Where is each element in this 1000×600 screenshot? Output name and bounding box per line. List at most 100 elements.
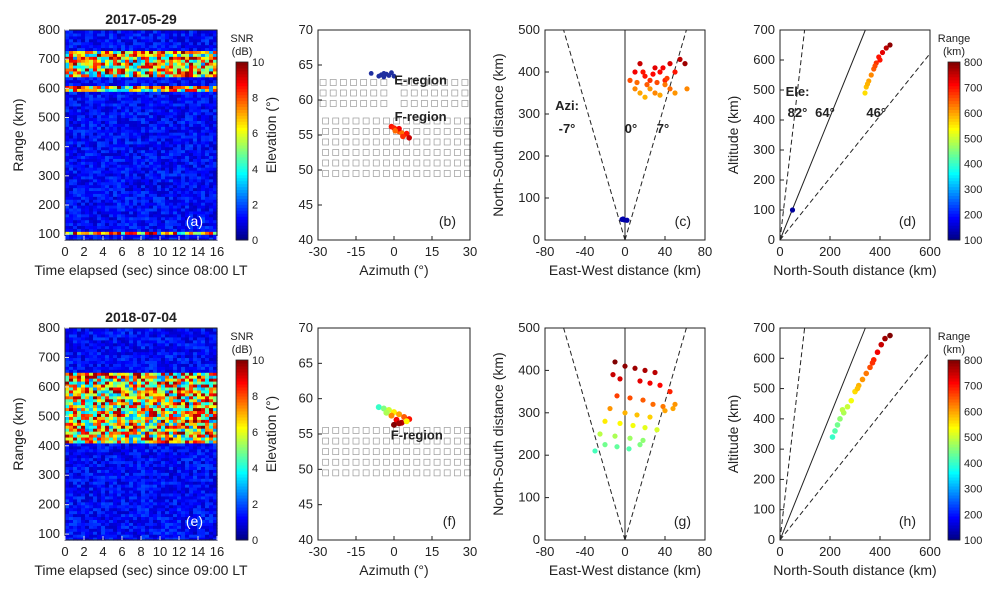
heatmap-cell xyxy=(117,32,122,37)
heatmap-cell xyxy=(101,436,106,441)
heatmap-cell xyxy=(153,457,158,462)
heatmap-cell xyxy=(93,428,98,432)
heatmap-cell xyxy=(129,202,134,206)
heatmap-cell xyxy=(121,47,126,52)
heatmap-cell xyxy=(189,62,194,66)
heatmap-cell xyxy=(113,434,118,438)
heatmap-cell xyxy=(137,114,142,119)
heatmap-cell xyxy=(81,44,86,49)
heatmap-cell xyxy=(157,158,162,162)
heatmap-cell xyxy=(133,537,138,541)
heatmap-cell xyxy=(181,123,186,127)
heatmap-cell xyxy=(181,525,186,529)
heatmap-cell xyxy=(209,193,214,197)
heatmap-cell xyxy=(121,487,126,491)
heatmap-cell xyxy=(165,32,170,37)
heatmap-cell xyxy=(113,199,118,203)
heatmap-cell xyxy=(85,234,90,238)
heatmap-cell xyxy=(189,431,194,435)
heatmap-cell xyxy=(69,216,74,221)
heatmap-cell xyxy=(93,445,98,450)
heatmap-cell xyxy=(145,32,150,37)
heatmap-cell xyxy=(157,187,162,192)
heatmap-cell xyxy=(105,56,110,60)
heatmap-cell xyxy=(165,401,170,406)
heatmap-cell xyxy=(137,56,142,60)
heatmap-cell xyxy=(161,510,166,515)
heatmap-cell xyxy=(101,216,106,221)
heatmap-cell xyxy=(129,428,134,432)
heatmap-cell xyxy=(141,132,146,136)
data-point xyxy=(391,73,397,79)
heatmap-cell xyxy=(189,35,194,40)
heatmap-cell xyxy=(125,219,130,224)
heatmap-cell xyxy=(201,431,206,435)
colorbar-tick-label: 200 xyxy=(964,210,982,222)
colorbar-segment xyxy=(948,106,960,110)
heatmap-cell xyxy=(169,234,174,238)
heatmap-cell xyxy=(105,73,110,78)
heatmap-cell xyxy=(101,495,106,500)
heatmap-cell xyxy=(65,228,70,232)
heatmap-cell xyxy=(121,56,126,60)
heatmap-cell xyxy=(109,102,114,107)
heatmap-cell xyxy=(113,431,118,435)
heatmap-cell xyxy=(201,196,206,200)
heatmap-cell xyxy=(73,457,78,462)
heatmap-cell xyxy=(189,413,194,417)
heatmap-cell xyxy=(137,190,142,194)
heatmap-cell xyxy=(85,507,90,512)
heatmap-cell xyxy=(169,175,174,180)
heatmap-cell xyxy=(169,228,174,232)
heatmap-cell xyxy=(157,207,162,212)
heatmap-cell xyxy=(189,222,194,227)
heatmap-cell xyxy=(121,439,126,444)
heatmap-cell xyxy=(177,181,182,186)
heatmap-cell xyxy=(177,44,182,49)
heatmap-cell xyxy=(81,436,86,441)
heatmap-cell xyxy=(73,522,78,526)
heatmap-cell xyxy=(161,38,166,43)
beam-marker xyxy=(443,138,451,146)
heatmap-cell xyxy=(77,478,82,482)
heatmap-cell xyxy=(189,100,194,104)
heatmap-cell xyxy=(153,401,158,406)
heatmap-cell xyxy=(189,41,194,46)
heatmap-cell xyxy=(93,484,98,488)
heatmap-cell xyxy=(165,531,170,535)
heatmap-cell xyxy=(89,210,94,215)
heatmap-cell xyxy=(201,50,206,54)
colorbar-segment xyxy=(948,118,960,122)
heatmap-cell xyxy=(101,487,106,491)
heatmap-cell xyxy=(133,32,138,37)
heatmap-cell xyxy=(125,445,130,450)
heatmap-cell xyxy=(89,47,94,52)
heatmap-cell xyxy=(69,137,74,142)
heatmap-cell xyxy=(209,531,214,535)
heatmap-cell xyxy=(129,53,134,57)
heatmap-cell xyxy=(109,234,114,238)
heatmap-cell xyxy=(77,178,82,183)
heatmap-cell xyxy=(73,231,78,235)
heatmap-cell xyxy=(121,114,126,119)
heatmap-cell xyxy=(161,202,166,206)
heatmap-cell xyxy=(101,404,106,409)
heatmap-cell xyxy=(181,65,186,69)
beam-marker xyxy=(332,128,340,135)
heatmap-cell xyxy=(137,457,142,462)
heatmap-cell xyxy=(181,422,186,426)
beam-marker xyxy=(403,138,411,146)
heatmap-cell xyxy=(181,196,186,200)
heatmap-cell xyxy=(161,519,166,523)
heatmap-cell xyxy=(193,132,198,136)
heatmap-cell xyxy=(97,158,102,162)
heatmap-cell xyxy=(77,105,82,110)
heatmap-cell xyxy=(201,448,206,453)
heatmap-cell xyxy=(157,32,162,37)
heatmap-cell xyxy=(157,97,162,101)
heatmap-cell xyxy=(85,175,90,180)
heatmap-cell xyxy=(73,164,78,168)
heatmap-cell xyxy=(125,56,130,60)
colorbar-segment xyxy=(948,225,960,229)
heatmap-cell xyxy=(89,123,94,127)
